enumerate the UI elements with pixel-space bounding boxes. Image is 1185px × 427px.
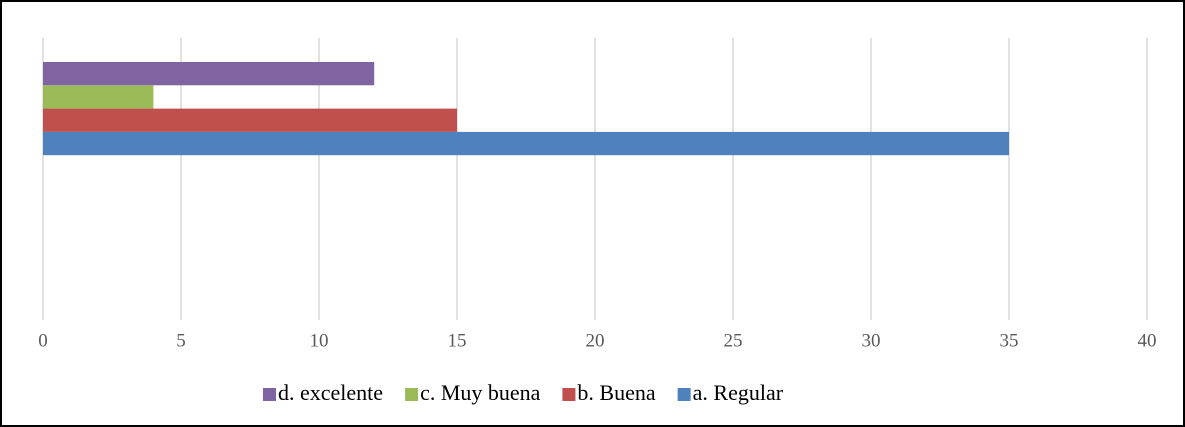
- x-tick-label: 15: [448, 330, 467, 351]
- x-tick-label: 20: [586, 330, 605, 351]
- x-tick-label: 0: [38, 330, 48, 351]
- x-tick-label: 40: [1138, 330, 1157, 351]
- legend-swatch: [405, 388, 419, 401]
- x-tick-label: 25: [724, 330, 743, 351]
- x-tick-label: 30: [862, 330, 881, 351]
- x-tick-label: 35: [1000, 330, 1019, 351]
- legend-swatch: [263, 388, 276, 401]
- legend-label: b. Buena: [577, 380, 655, 405]
- bar: [43, 62, 375, 86]
- legend-swatch: [562, 388, 576, 401]
- x-tick-label: 10: [310, 330, 329, 351]
- bar: [43, 131, 1009, 156]
- legend-swatch: [677, 388, 691, 401]
- legend-label: c. Muy buena: [420, 380, 541, 405]
- legend-label: d. excelente: [278, 380, 383, 405]
- bar: [43, 85, 154, 109]
- legend-label: a. Regular: [693, 380, 784, 405]
- bar: [43, 108, 457, 132]
- x-tick-label: 5: [176, 330, 186, 351]
